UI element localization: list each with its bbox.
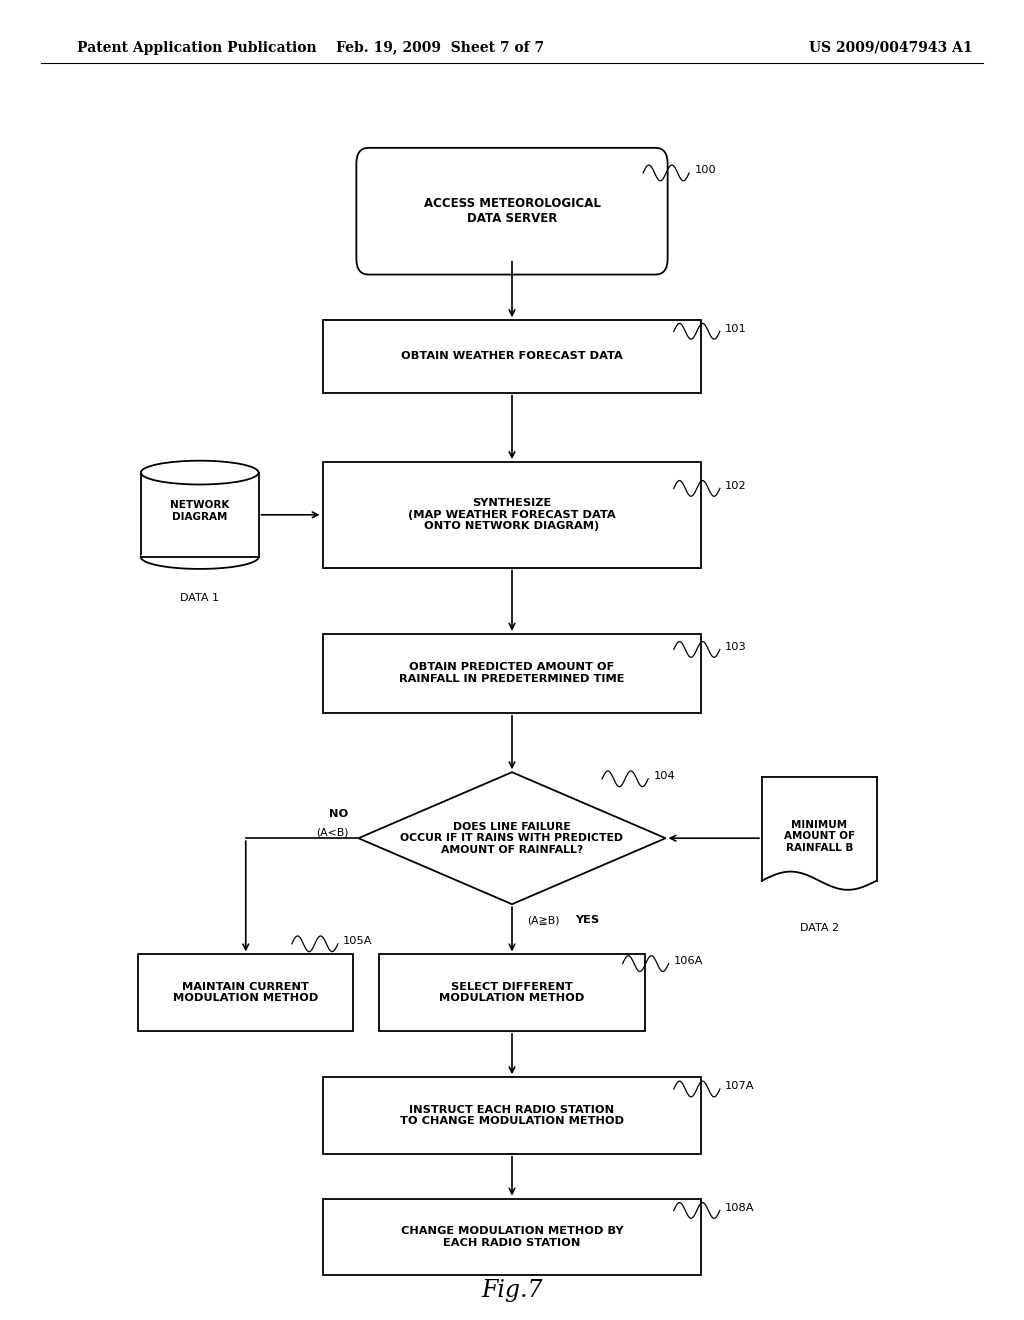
Text: 103: 103 bbox=[725, 642, 746, 652]
Text: 108A: 108A bbox=[725, 1203, 755, 1213]
Text: NETWORK
DIAGRAM: NETWORK DIAGRAM bbox=[170, 500, 229, 521]
Bar bbox=[323, 1077, 701, 1154]
Bar bbox=[323, 634, 701, 713]
Text: US 2009/0047943 A1: US 2009/0047943 A1 bbox=[809, 41, 973, 54]
Text: MINIMUM
AMOUNT OF
RAINFALL B: MINIMUM AMOUNT OF RAINFALL B bbox=[783, 820, 855, 853]
Text: YES: YES bbox=[575, 915, 600, 925]
Text: 100: 100 bbox=[694, 165, 716, 176]
Text: DOES LINE FAILURE
OCCUR IF IT RAINS WITH PREDICTED
AMOUNT OF RAINFALL?: DOES LINE FAILURE OCCUR IF IT RAINS WITH… bbox=[400, 821, 624, 855]
Text: ACCESS METEOROLOGICAL
DATA SERVER: ACCESS METEOROLOGICAL DATA SERVER bbox=[424, 197, 600, 226]
Text: Feb. 19, 2009  Sheet 7 of 7: Feb. 19, 2009 Sheet 7 of 7 bbox=[336, 41, 545, 54]
Text: DATA 2: DATA 2 bbox=[800, 923, 839, 933]
Text: Patent Application Publication: Patent Application Publication bbox=[77, 41, 316, 54]
Text: 101: 101 bbox=[725, 323, 746, 334]
Bar bbox=[379, 954, 645, 1031]
Bar bbox=[138, 954, 353, 1031]
Text: 104: 104 bbox=[653, 771, 675, 781]
Text: INSTRUCT EACH RADIO STATION
TO CHANGE MODULATION METHOD: INSTRUCT EACH RADIO STATION TO CHANGE MO… bbox=[400, 1105, 624, 1126]
Text: CHANGE MODULATION METHOD BY
EACH RADIO STATION: CHANGE MODULATION METHOD BY EACH RADIO S… bbox=[400, 1226, 624, 1247]
Text: 107A: 107A bbox=[725, 1081, 755, 1092]
Text: SYNTHESIZE
(MAP WEATHER FORECAST DATA
ONTO NETWORK DIAGRAM): SYNTHESIZE (MAP WEATHER FORECAST DATA ON… bbox=[409, 498, 615, 532]
Polygon shape bbox=[358, 772, 666, 904]
Text: MAINTAIN CURRENT
MODULATION METHOD: MAINTAIN CURRENT MODULATION METHOD bbox=[173, 982, 318, 1003]
Ellipse shape bbox=[141, 545, 258, 569]
Text: OBTAIN WEATHER FORECAST DATA: OBTAIN WEATHER FORECAST DATA bbox=[401, 351, 623, 362]
Text: DATA 1: DATA 1 bbox=[180, 593, 219, 603]
Text: SELECT DIFFERENT
MODULATION METHOD: SELECT DIFFERENT MODULATION METHOD bbox=[439, 982, 585, 1003]
Bar bbox=[323, 1199, 701, 1275]
Polygon shape bbox=[762, 777, 877, 890]
Bar bbox=[323, 462, 701, 568]
Text: OBTAIN PREDICTED AMOUNT OF
RAINFALL IN PREDETERMINED TIME: OBTAIN PREDICTED AMOUNT OF RAINFALL IN P… bbox=[399, 663, 625, 684]
Text: 102: 102 bbox=[725, 480, 746, 491]
Bar bbox=[141, 473, 258, 557]
Text: (A≧B): (A≧B) bbox=[527, 915, 560, 925]
Text: NO: NO bbox=[329, 809, 348, 820]
Text: 106A: 106A bbox=[674, 956, 703, 966]
Text: 105A: 105A bbox=[343, 936, 373, 946]
Text: (A<B): (A<B) bbox=[315, 828, 348, 838]
FancyBboxPatch shape bbox=[356, 148, 668, 275]
Text: Fig.7: Fig.7 bbox=[481, 1279, 543, 1303]
Bar bbox=[323, 319, 701, 393]
Ellipse shape bbox=[141, 461, 258, 484]
